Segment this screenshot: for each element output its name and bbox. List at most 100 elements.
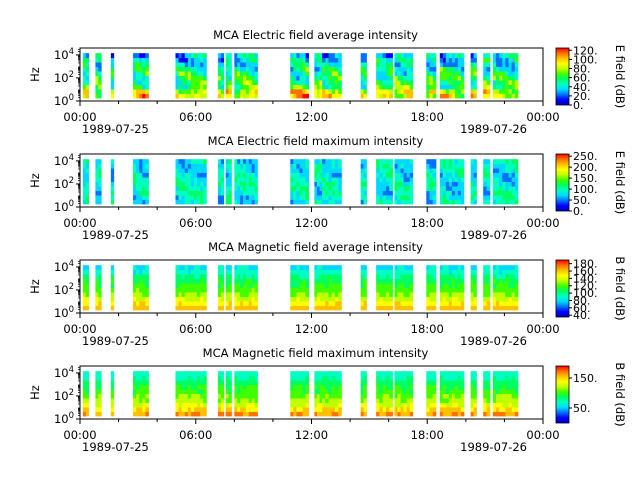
heatmap-cell xyxy=(360,172,364,178)
heatmap-cell xyxy=(486,287,491,293)
heatmap-cell xyxy=(254,172,258,178)
heatmap-cell xyxy=(360,190,364,196)
x-tick-label: 00:00 xyxy=(526,428,559,442)
heatmap-cell xyxy=(254,407,258,412)
heatmap-cell xyxy=(197,278,201,284)
heatmap-cell xyxy=(240,80,244,85)
heatmap-cell xyxy=(139,375,143,381)
heatmap-cell xyxy=(470,66,474,72)
heatmap-cell xyxy=(197,186,201,191)
heatmap-cell xyxy=(225,159,229,165)
heatmap-cell xyxy=(98,93,102,99)
heatmap-cell xyxy=(360,371,364,377)
heatmap-cell xyxy=(439,269,444,275)
heatmap-cell xyxy=(82,305,87,311)
x-tick-label: 06:00 xyxy=(179,428,212,442)
heatmap-cell xyxy=(382,296,387,302)
chart-panel-1: MCA Electric field average intensity1001… xyxy=(28,28,627,136)
heatmap-cell xyxy=(225,292,229,297)
heatmap-cell xyxy=(473,75,477,81)
heatmap-cell xyxy=(505,57,509,63)
heatmap-cell xyxy=(379,66,384,72)
heatmap-cell xyxy=(175,62,179,68)
heatmap-cell xyxy=(248,177,253,182)
heatmap-cell xyxy=(406,292,411,297)
heatmap-cell xyxy=(483,371,487,377)
heatmap-cell xyxy=(483,57,487,63)
heatmap-cell xyxy=(178,66,183,72)
heatmap-cell xyxy=(429,305,434,311)
heatmap-cell xyxy=(379,292,384,297)
heatmap-cell xyxy=(379,398,384,403)
heatmap-cell xyxy=(426,195,430,200)
heatmap-cell xyxy=(254,398,258,403)
heatmap-cell xyxy=(175,389,179,394)
heatmap-cell xyxy=(499,411,503,417)
heatmap-cell xyxy=(460,172,465,178)
heatmap-cell xyxy=(319,163,323,169)
heatmap-cell xyxy=(200,384,204,390)
heatmap-cell xyxy=(200,181,204,187)
heatmap-cell xyxy=(184,163,189,169)
heatmap-cell xyxy=(181,62,186,68)
heatmap-cell xyxy=(314,393,318,399)
heatmap-cell xyxy=(439,402,444,408)
colorbar-tick-label: 250. xyxy=(573,150,598,163)
heatmap-cell xyxy=(85,186,90,191)
heatmap-cell xyxy=(187,195,192,200)
heatmap-cell xyxy=(245,292,250,297)
heatmap-cell xyxy=(234,84,238,90)
heatmap-cell xyxy=(299,305,303,311)
heatmap-cell xyxy=(514,80,519,85)
heatmap-cell xyxy=(429,80,434,85)
colorbar-tick-label: 80. xyxy=(573,294,591,307)
heatmap-cell xyxy=(220,66,225,72)
heatmap-cell xyxy=(454,177,459,182)
heatmap-cell xyxy=(470,380,474,386)
heatmap-cell xyxy=(203,265,207,271)
heatmap-cell xyxy=(334,80,339,85)
heatmap-cell xyxy=(251,181,255,187)
heatmap-cell xyxy=(139,186,143,191)
heatmap-cell xyxy=(338,80,342,85)
heatmap-cell xyxy=(240,384,244,390)
heatmap-cell xyxy=(133,62,137,68)
heatmap-cell xyxy=(187,398,192,403)
heatmap-cell xyxy=(305,371,309,377)
heatmap-cell xyxy=(178,199,183,205)
heatmap-cell xyxy=(363,287,367,293)
heatmap-cell xyxy=(225,384,229,390)
heatmap-cell xyxy=(82,283,87,288)
heatmap-cell xyxy=(363,371,367,377)
x-tick-label: 00:00 xyxy=(63,216,96,230)
heatmap-cell xyxy=(243,407,247,412)
heatmap-cell xyxy=(394,407,398,412)
heatmap-cell xyxy=(406,190,411,196)
heatmap-cell xyxy=(397,80,401,85)
heatmap-cell xyxy=(85,402,90,408)
heatmap-cell xyxy=(254,199,258,205)
heatmap-cell xyxy=(426,375,430,381)
heatmap-cell xyxy=(403,283,408,288)
heatmap-cell xyxy=(394,62,398,68)
heatmap-cell xyxy=(145,181,149,187)
heatmap-cell xyxy=(85,80,90,85)
heatmap-cell xyxy=(290,375,294,381)
heatmap-cell xyxy=(237,199,241,205)
heatmap-cell xyxy=(293,172,297,178)
heatmap-cell xyxy=(305,84,309,90)
heatmap-cell xyxy=(136,84,140,90)
heatmap-cell xyxy=(190,407,195,412)
heatmap-cell xyxy=(245,89,250,94)
heatmap-cell xyxy=(400,384,405,390)
heatmap-cell xyxy=(98,177,102,182)
heatmap-cell xyxy=(322,287,326,293)
heatmap-cell xyxy=(460,384,465,390)
heatmap-cell xyxy=(290,181,294,187)
heatmap-cell xyxy=(331,57,336,63)
heatmap-cell xyxy=(217,84,222,90)
heatmap-cell xyxy=(376,172,380,178)
heatmap-cell xyxy=(85,296,90,302)
heatmap-cell xyxy=(240,393,244,399)
